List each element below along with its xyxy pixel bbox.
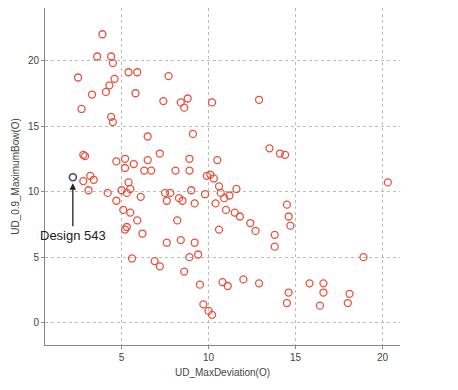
svg-text:UD_MaxDeviation(O): UD_MaxDeviation(O) — [175, 367, 270, 378]
svg-text:0: 0 — [33, 317, 39, 328]
svg-text:10: 10 — [203, 352, 215, 363]
svg-text:15: 15 — [290, 352, 302, 363]
svg-text:Design 543: Design 543 — [40, 228, 106, 243]
svg-text:20: 20 — [28, 55, 40, 66]
svg-text:10: 10 — [28, 186, 40, 197]
svg-text:5: 5 — [33, 252, 39, 263]
svg-text:UD_0.9_MaximumBow(O): UD_0.9_MaximumBow(O) — [10, 118, 21, 235]
svg-text:15: 15 — [28, 121, 40, 132]
svg-text:20: 20 — [377, 352, 389, 363]
svg-text:5: 5 — [119, 352, 125, 363]
